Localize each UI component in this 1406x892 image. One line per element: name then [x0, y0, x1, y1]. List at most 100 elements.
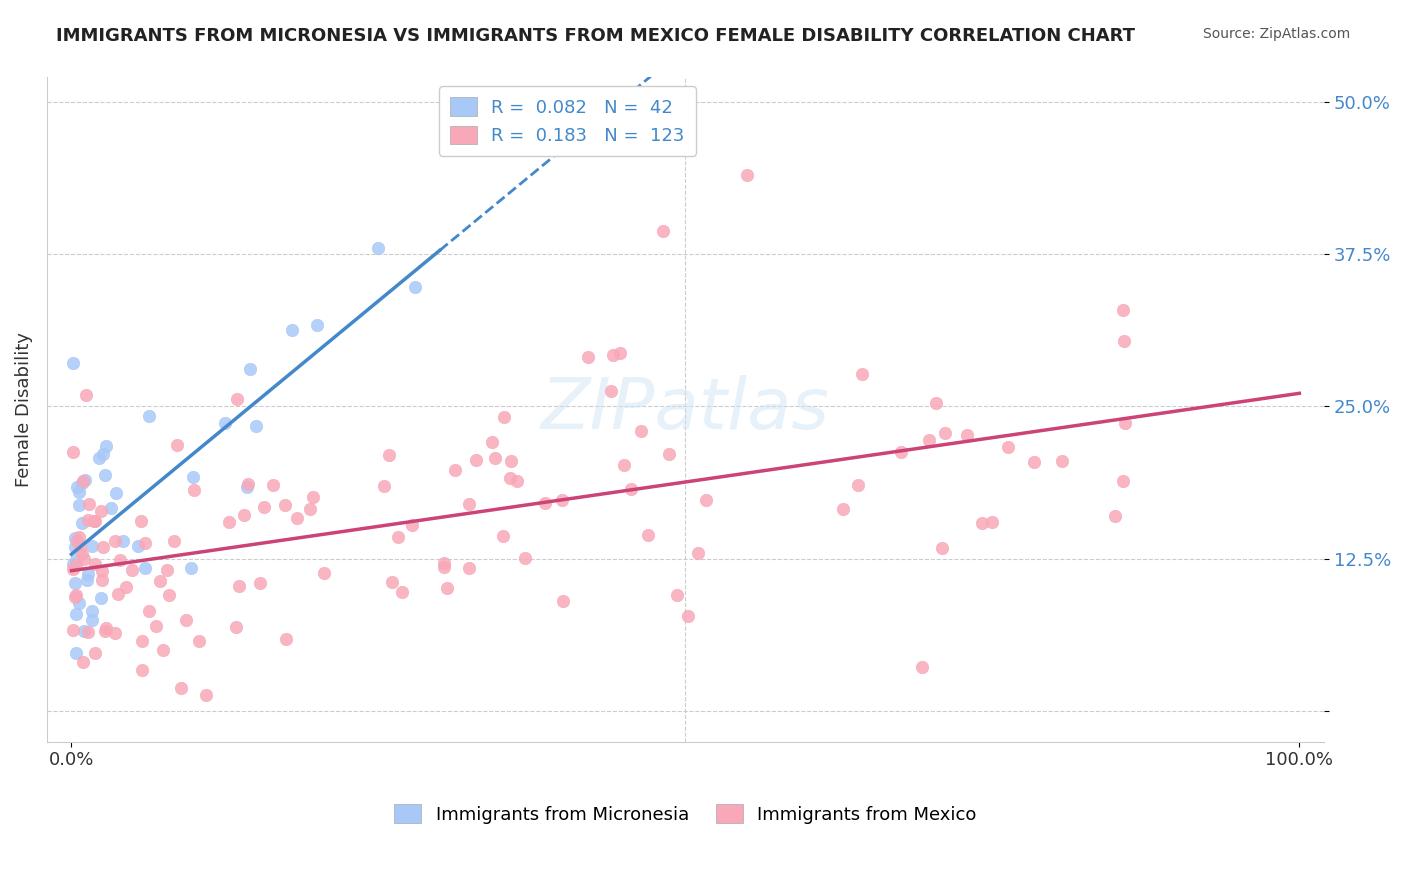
Point — [107, 587, 129, 601]
Point — [149, 574, 172, 589]
Point — [62, 445, 84, 459]
Point — [609, 346, 631, 360]
Point — [381, 575, 404, 590]
Point — [239, 362, 262, 376]
Point — [84, 558, 107, 572]
Point — [846, 478, 869, 492]
Point — [613, 458, 636, 473]
Point — [91, 573, 114, 587]
Point — [499, 453, 522, 467]
Point — [245, 419, 267, 434]
Point — [70, 476, 93, 491]
Text: Source: ZipAtlas.com: Source: ZipAtlas.com — [1202, 27, 1350, 41]
Point — [131, 514, 153, 528]
Point — [620, 482, 643, 496]
Point — [433, 556, 456, 570]
Point — [299, 501, 322, 516]
Point — [104, 485, 127, 500]
Point — [134, 561, 156, 575]
Point — [274, 498, 297, 512]
Point — [138, 605, 160, 619]
Point — [93, 447, 115, 461]
Text: IMMIGRANTS FROM MICRONESIA VS IMMIGRANTS FROM MEXICO FEMALE DISABILITY CORRELATI: IMMIGRANTS FROM MICRONESIA VS IMMIGRANTS… — [56, 27, 1135, 45]
Point — [599, 384, 621, 398]
Point — [515, 551, 537, 566]
Point — [77, 513, 100, 527]
Point — [194, 688, 217, 702]
Point — [76, 574, 98, 588]
Point — [652, 224, 675, 238]
Point — [281, 323, 304, 337]
Point — [67, 499, 90, 513]
Point — [404, 280, 426, 294]
Point — [1112, 334, 1135, 348]
Point — [457, 561, 479, 575]
Point — [285, 511, 308, 525]
Point — [911, 660, 934, 674]
Point — [67, 530, 90, 544]
Point — [481, 435, 503, 450]
Point — [236, 476, 259, 491]
Point — [183, 483, 205, 498]
Point — [1104, 508, 1126, 523]
Point — [226, 392, 249, 407]
Legend: Immigrants from Micronesia, Immigrants from Mexico: Immigrants from Micronesia, Immigrants f… — [387, 797, 984, 830]
Point — [851, 367, 873, 381]
Point — [76, 624, 98, 639]
Point — [228, 579, 250, 593]
Point — [312, 566, 335, 580]
Point — [91, 564, 114, 578]
Point — [62, 562, 84, 576]
Point — [890, 445, 912, 459]
Point — [63, 532, 86, 546]
Point — [83, 646, 105, 660]
Point — [80, 613, 103, 627]
Point — [665, 588, 688, 602]
Point — [676, 609, 699, 624]
Point — [253, 500, 276, 514]
Point — [72, 655, 94, 669]
Point — [401, 517, 423, 532]
Point — [1112, 302, 1135, 317]
Point — [152, 643, 174, 657]
Point — [534, 496, 557, 510]
Point — [75, 388, 97, 402]
Point — [387, 531, 409, 545]
Point — [108, 553, 131, 567]
Point — [112, 534, 135, 549]
Point — [104, 625, 127, 640]
Point — [934, 425, 956, 440]
Point — [187, 633, 209, 648]
Point — [225, 620, 247, 634]
Point — [458, 497, 481, 511]
Point — [174, 613, 197, 627]
Point — [305, 318, 328, 332]
Point — [492, 409, 515, 424]
Point — [73, 552, 96, 566]
Point — [156, 563, 179, 577]
Point — [94, 624, 117, 639]
Point — [917, 433, 939, 447]
Point — [94, 621, 117, 635]
Point — [80, 540, 103, 554]
Point — [65, 589, 87, 603]
Point — [65, 646, 87, 660]
Point — [658, 447, 681, 461]
Point — [65, 558, 87, 572]
Point — [506, 474, 529, 488]
Point — [695, 492, 717, 507]
Point — [63, 541, 86, 555]
Point — [62, 356, 84, 370]
Point — [236, 480, 259, 494]
Point — [465, 452, 488, 467]
Point — [145, 619, 167, 633]
Point — [100, 500, 122, 515]
Point — [499, 471, 522, 485]
Point — [83, 514, 105, 528]
Y-axis label: Female Disability: Female Disability — [15, 332, 32, 487]
Point — [73, 474, 96, 488]
Point — [484, 450, 506, 465]
Point — [436, 581, 458, 595]
Point — [134, 535, 156, 549]
Point — [90, 591, 112, 605]
